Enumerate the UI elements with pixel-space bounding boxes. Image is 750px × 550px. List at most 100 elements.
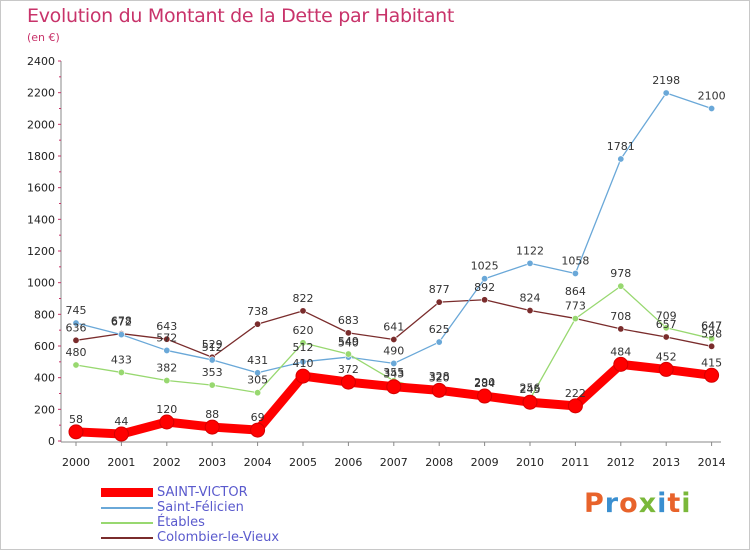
data-label: 824 [520, 292, 541, 305]
data-label: 382 [156, 362, 177, 375]
data-point-colombier-le-vieux [72, 336, 80, 344]
x-tick-label: 2000 [62, 456, 90, 469]
data-label: 745 [66, 304, 87, 317]
logo-letter: r [604, 488, 620, 519]
legend-swatch [101, 521, 153, 524]
proxiti-logo: Proxiti [584, 488, 692, 519]
x-tick-label: 2013 [652, 456, 680, 469]
data-point-colombier-le-vieux [708, 342, 716, 350]
legend-label: Étables [157, 515, 205, 530]
unit-label: (en €) [27, 31, 60, 44]
logo-letter: x [638, 488, 658, 519]
data-point-colombier-le-vieux [662, 333, 670, 341]
legend-item: Saint-Félicien [101, 500, 279, 515]
data-label: 864 [565, 285, 586, 298]
chart-title: Evolution du Montant de la Dette par Hab… [27, 5, 455, 27]
data-label: 738 [247, 305, 268, 318]
legend-swatch [101, 536, 153, 539]
data-point-saint-victor [340, 374, 356, 390]
data-label: 512 [202, 341, 223, 354]
data-point-saint-f-licien [299, 358, 307, 366]
data-label: 452 [656, 350, 677, 363]
data-label: 355 [383, 366, 404, 379]
data-point-colombier-le-vieux [163, 335, 171, 343]
data-label: 549 [338, 335, 359, 348]
data-point-saint-victor [567, 398, 583, 414]
data-label: 2100 [698, 90, 726, 103]
y-tick-label: 1600 [27, 182, 55, 195]
data-point-saint-f-licien [526, 259, 534, 267]
data-label: 415 [701, 356, 722, 369]
data-point-saint-f-licien [708, 105, 716, 113]
data-point--tables [208, 381, 216, 389]
data-label: 978 [610, 267, 631, 280]
data-point-saint-victor [295, 368, 311, 384]
data-point-colombier-le-vieux [344, 329, 352, 337]
data-label: 625 [429, 323, 450, 336]
data-point-colombier-le-vieux [254, 320, 262, 328]
data-point--tables [571, 315, 579, 323]
legend-label: Colombier-le-Vieux [157, 530, 280, 545]
data-point-saint-victor [704, 367, 720, 383]
data-label: 58 [69, 413, 83, 426]
data-point-saint-f-licien [662, 89, 670, 97]
data-point-saint-victor [159, 414, 175, 430]
data-label: 353 [202, 366, 223, 379]
data-label: 683 [338, 314, 359, 327]
x-tick-label: 2014 [698, 456, 726, 469]
data-label: 490 [383, 344, 404, 357]
data-label: 877 [429, 283, 450, 296]
x-tick-label: 2008 [425, 456, 453, 469]
logo-letter: i [657, 488, 668, 519]
x-tick-label: 2005 [289, 456, 317, 469]
y-tick-label: 1200 [27, 245, 55, 258]
legend-label: SAINT-VICTOR [157, 485, 248, 500]
data-point-saint-victor [477, 388, 493, 404]
data-label: 636 [66, 321, 87, 334]
data-label: 1058 [561, 254, 589, 267]
legend-swatch [101, 488, 153, 497]
x-tick-label: 2009 [471, 456, 499, 469]
logo-letter: t [667, 488, 682, 519]
data-label: 678 [111, 315, 132, 328]
data-point-saint-victor [658, 361, 674, 377]
logo-letter: o [619, 488, 639, 519]
data-point-saint-f-licien [481, 275, 489, 283]
y-tick-label: 800 [34, 308, 55, 321]
data-label: 672 [111, 316, 132, 329]
data-label: 320 [429, 371, 450, 384]
data-point-colombier-le-vieux [299, 307, 307, 315]
data-label: 1781 [607, 140, 635, 153]
data-point-saint-victor [204, 419, 220, 435]
data-point-saint-f-licien [72, 319, 80, 327]
legend-item: Colombier-le-Vieux [101, 530, 279, 545]
data-label: 343 [383, 368, 404, 381]
data-point-saint-f-licien [390, 359, 398, 367]
logo-letter: P [584, 488, 605, 519]
data-label: 431 [247, 354, 268, 367]
x-tick-label: 2007 [380, 456, 408, 469]
data-label: 484 [610, 345, 631, 358]
data-label: 433 [111, 353, 132, 366]
data-label: 480 [66, 346, 87, 359]
x-tick-label: 2011 [561, 456, 589, 469]
data-label: 245 [520, 383, 541, 396]
data-label: 328 [429, 370, 450, 383]
legend-label: Saint-Félicien [157, 500, 244, 515]
data-point--tables [662, 324, 670, 332]
y-tick-label: 2200 [27, 87, 55, 100]
y-tick-label: 200 [34, 403, 55, 416]
data-point-saint-f-licien [571, 269, 579, 277]
data-point--tables [254, 389, 262, 397]
data-label: 708 [610, 310, 631, 323]
data-point-saint-f-licien [163, 346, 171, 354]
legend-item: Étables [101, 515, 279, 530]
y-tick-label: 1800 [27, 150, 55, 163]
data-label: 572 [156, 331, 177, 344]
data-point-colombier-le-vieux [617, 325, 625, 333]
data-label: 773 [565, 300, 586, 313]
y-tick-label: 2000 [27, 118, 55, 131]
data-label: 647 [701, 320, 722, 333]
data-label: 305 [247, 374, 268, 387]
y-tick-label: 0 [48, 435, 55, 448]
